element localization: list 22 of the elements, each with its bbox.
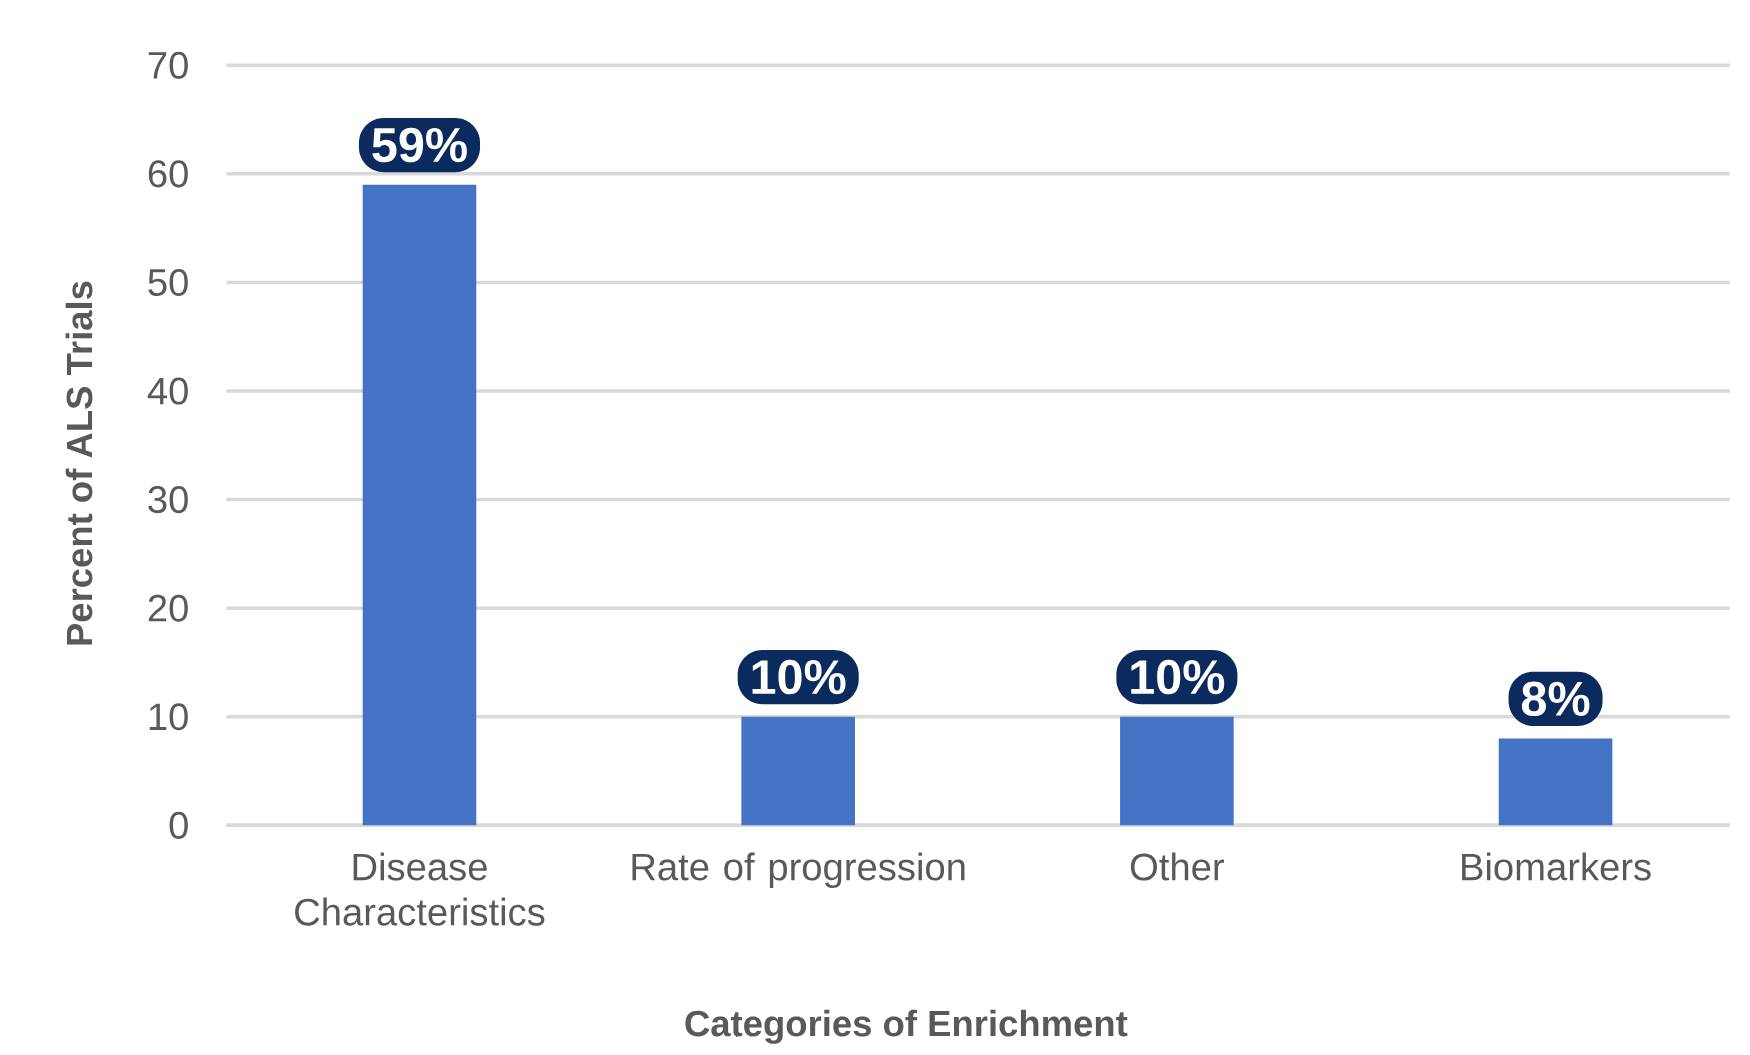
data-label: 10% xyxy=(752,659,846,695)
bar xyxy=(741,716,855,826)
x-tick-label: Other xyxy=(1130,852,1225,881)
bar xyxy=(1120,716,1234,826)
data-label: 8% xyxy=(1521,681,1590,716)
x-tick-label: Rate of progression xyxy=(632,852,965,888)
bar xyxy=(1498,738,1613,826)
x-axis-title: Categories of Enrichment xyxy=(685,1009,1128,1044)
bar xyxy=(362,184,477,826)
y-tick-label: 30 xyxy=(148,485,188,513)
y-tick-label: 0 xyxy=(169,811,188,839)
y-tick-label: 50 xyxy=(148,268,188,296)
y-tick-label: 40 xyxy=(147,377,188,405)
data-label: 10% xyxy=(1131,659,1225,695)
y-axis-title: Percent of ALS Trials xyxy=(65,281,93,645)
data-label: 59% xyxy=(372,127,467,163)
x-tick-label: Disease Characteristics xyxy=(295,852,545,926)
y-tick-label: 20 xyxy=(148,594,188,622)
y-tick-label: 10 xyxy=(149,703,188,731)
y-tick-label: 70 xyxy=(148,51,188,79)
y-tick-label: 60 xyxy=(148,160,188,188)
x-tick-label: Biomarkers xyxy=(1462,852,1651,881)
